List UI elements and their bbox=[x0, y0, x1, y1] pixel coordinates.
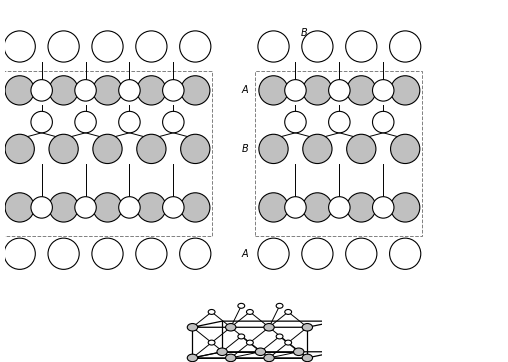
Circle shape bbox=[4, 238, 36, 269]
Circle shape bbox=[136, 238, 167, 269]
Circle shape bbox=[136, 31, 167, 62]
Text: B: B bbox=[301, 28, 308, 38]
Circle shape bbox=[137, 193, 166, 222]
Ellipse shape bbox=[276, 334, 283, 339]
Ellipse shape bbox=[208, 340, 215, 345]
Ellipse shape bbox=[302, 324, 312, 331]
Circle shape bbox=[119, 111, 140, 133]
Circle shape bbox=[119, 197, 140, 218]
Circle shape bbox=[180, 31, 211, 62]
Text: A: A bbox=[241, 249, 248, 259]
Circle shape bbox=[391, 134, 420, 164]
Circle shape bbox=[259, 134, 288, 164]
Ellipse shape bbox=[264, 324, 274, 331]
Circle shape bbox=[391, 193, 420, 222]
Ellipse shape bbox=[276, 303, 283, 308]
Circle shape bbox=[5, 134, 35, 164]
Circle shape bbox=[181, 134, 210, 164]
Ellipse shape bbox=[264, 354, 274, 362]
Circle shape bbox=[92, 238, 123, 269]
Ellipse shape bbox=[246, 310, 253, 315]
Circle shape bbox=[75, 80, 97, 101]
Circle shape bbox=[302, 238, 333, 269]
Circle shape bbox=[92, 31, 123, 62]
Ellipse shape bbox=[217, 348, 228, 355]
Circle shape bbox=[163, 197, 184, 218]
Circle shape bbox=[372, 80, 394, 101]
Circle shape bbox=[93, 134, 122, 164]
Circle shape bbox=[346, 193, 376, 222]
Circle shape bbox=[48, 31, 79, 62]
Circle shape bbox=[284, 80, 306, 101]
Circle shape bbox=[31, 197, 52, 218]
Circle shape bbox=[259, 76, 288, 105]
Circle shape bbox=[303, 134, 332, 164]
Circle shape bbox=[258, 31, 289, 62]
Circle shape bbox=[5, 193, 35, 222]
Circle shape bbox=[93, 193, 122, 222]
Ellipse shape bbox=[187, 324, 198, 331]
Circle shape bbox=[329, 197, 350, 218]
Circle shape bbox=[93, 76, 122, 105]
Circle shape bbox=[372, 197, 394, 218]
Circle shape bbox=[75, 111, 97, 133]
Circle shape bbox=[346, 134, 376, 164]
Circle shape bbox=[284, 197, 306, 218]
Circle shape bbox=[345, 238, 377, 269]
Circle shape bbox=[49, 134, 78, 164]
Circle shape bbox=[31, 111, 52, 133]
Ellipse shape bbox=[302, 354, 312, 362]
Ellipse shape bbox=[294, 348, 304, 355]
Text: B: B bbox=[241, 144, 248, 154]
Circle shape bbox=[137, 134, 166, 164]
Circle shape bbox=[372, 111, 394, 133]
Circle shape bbox=[329, 80, 350, 101]
Circle shape bbox=[31, 80, 52, 101]
Circle shape bbox=[345, 31, 377, 62]
Ellipse shape bbox=[238, 303, 245, 308]
Circle shape bbox=[390, 31, 421, 62]
Circle shape bbox=[163, 111, 184, 133]
Circle shape bbox=[49, 193, 78, 222]
Circle shape bbox=[48, 238, 79, 269]
Circle shape bbox=[329, 111, 350, 133]
Circle shape bbox=[119, 80, 140, 101]
Circle shape bbox=[181, 76, 210, 105]
Circle shape bbox=[49, 76, 78, 105]
Circle shape bbox=[303, 76, 332, 105]
Circle shape bbox=[302, 31, 333, 62]
Circle shape bbox=[75, 197, 97, 218]
Ellipse shape bbox=[285, 310, 292, 315]
Circle shape bbox=[284, 111, 306, 133]
Circle shape bbox=[259, 193, 288, 222]
Ellipse shape bbox=[208, 310, 215, 315]
Circle shape bbox=[137, 76, 166, 105]
Ellipse shape bbox=[226, 354, 236, 362]
Ellipse shape bbox=[187, 354, 198, 362]
Circle shape bbox=[303, 193, 332, 222]
Circle shape bbox=[346, 76, 376, 105]
Ellipse shape bbox=[238, 334, 245, 339]
Bar bbox=[255, 71, 422, 236]
Circle shape bbox=[5, 76, 35, 105]
Circle shape bbox=[4, 31, 36, 62]
Circle shape bbox=[391, 76, 420, 105]
Circle shape bbox=[180, 238, 211, 269]
Circle shape bbox=[181, 193, 210, 222]
Circle shape bbox=[163, 80, 184, 101]
Ellipse shape bbox=[226, 324, 236, 331]
Circle shape bbox=[390, 238, 421, 269]
Ellipse shape bbox=[255, 348, 266, 355]
Ellipse shape bbox=[246, 340, 253, 345]
Text: A: A bbox=[241, 85, 248, 95]
Ellipse shape bbox=[285, 340, 292, 345]
Bar bbox=[1, 71, 212, 236]
Circle shape bbox=[258, 238, 289, 269]
